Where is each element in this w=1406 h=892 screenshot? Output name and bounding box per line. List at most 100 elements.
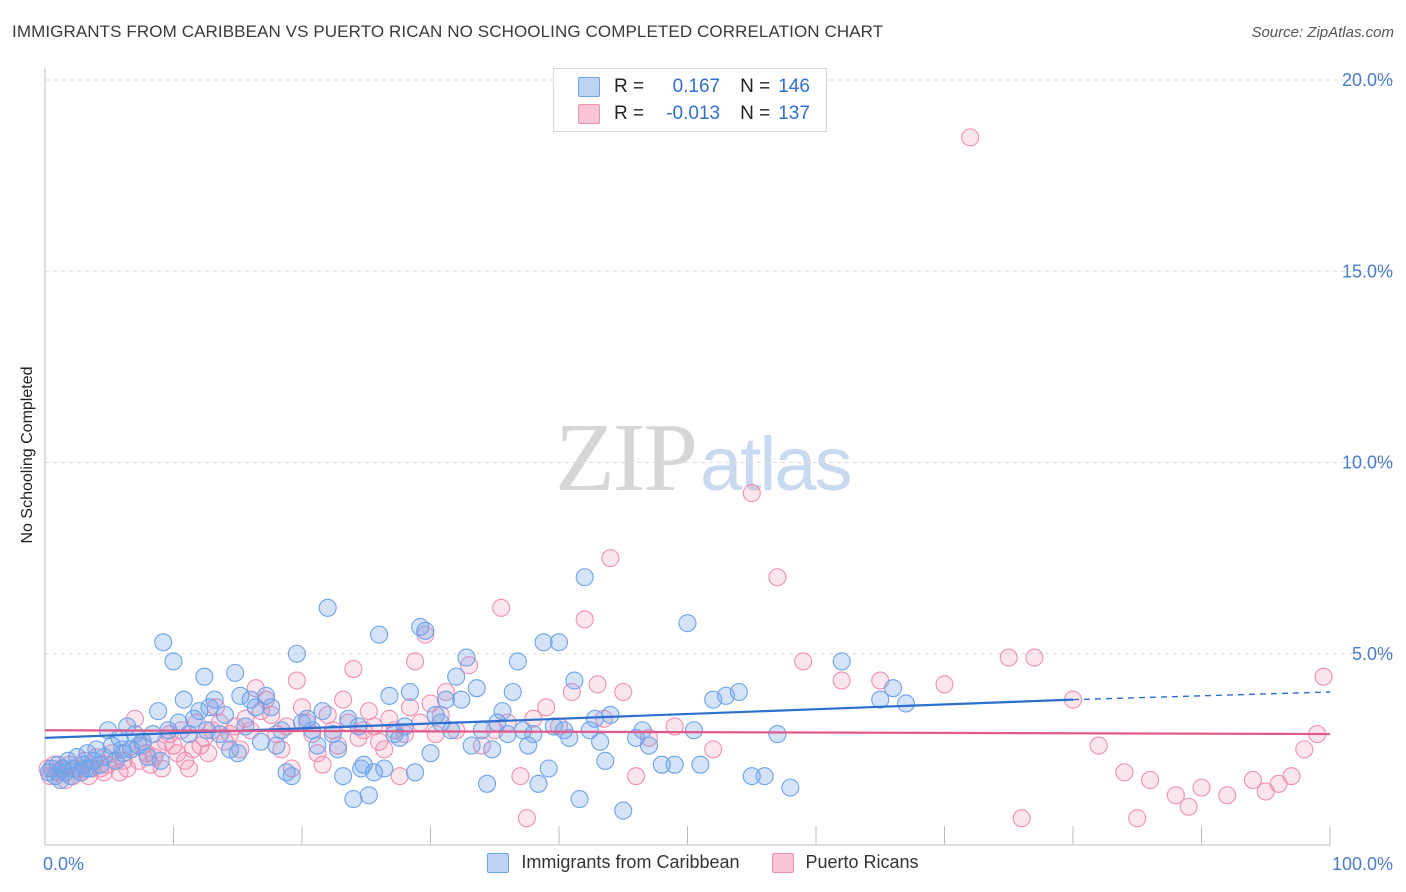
caribbean-point [236,717,255,736]
puerto-rican-point [375,740,394,759]
puerto-rican-point [411,713,430,732]
caribbean-point [596,751,615,770]
watermark-zip: ZIP [555,404,698,512]
puerto-rican-point [1115,763,1134,782]
caribbean-point [633,721,652,740]
caribbean-point [149,702,168,721]
puerto-rican-point [152,759,171,778]
legend-row-puerto-ricans: R = -0.013 N = 137 [578,102,810,126]
caribbean-point [406,763,425,782]
puerto-rican-point [1089,736,1108,755]
caribbean-point [113,740,132,759]
legend-item-caribbean: Immigrants from Caribbean [487,852,740,873]
legend-label-caribbean: Immigrants from Caribbean [521,852,740,872]
puerto-rican-point [1141,770,1160,790]
caribbean-point [380,686,399,705]
caribbean-point [665,755,684,774]
puerto-rican-point [179,759,198,778]
caribbean-point [328,740,348,759]
caribbean-point [519,736,538,755]
grid-lines [45,79,1395,655]
caribbean-point [549,633,569,652]
caribbean-point [256,686,276,705]
puerto-rican-point [421,694,440,713]
caribbean-point [483,740,502,759]
caribbean-point [575,568,594,587]
puerto-rican-point [262,705,281,725]
caribbean-point [534,633,553,652]
puerto-rican-point [125,709,144,728]
puerto-rican-point [1166,786,1185,805]
puerto-rican-point [359,702,378,721]
caribbean-point [154,633,173,652]
caribbean-point [691,755,710,774]
puerto-rican-point [588,675,607,694]
legend-n-label: N = [740,103,771,124]
puerto-rican-trend-line [44,729,1331,736]
puerto-rican-point [344,659,363,679]
puerto-rican-point [308,744,327,763]
caribbean-point [246,698,265,717]
caribbean-point [493,702,512,721]
caribbean-point [508,652,527,671]
caribbean-point [308,736,327,755]
puerto-rican-point [832,671,851,690]
caribbean-point [529,774,548,793]
caribbean-point [318,598,337,617]
caribbean-point [334,767,353,786]
puerto-rican-point [562,682,581,702]
caribbean-point [768,725,787,744]
caribbean-point [267,736,286,755]
puerto-rican-point [313,755,332,774]
caribbean-point [226,663,245,682]
legend-item-puerto-ricans: Puerto Ricans [771,852,919,873]
caribbean-point [78,744,97,763]
caribbean-point [179,725,198,744]
caribbean-point [262,698,281,717]
caribbean-point [472,721,491,740]
caribbean-point [195,667,214,686]
legend-n-value: 137 [778,103,810,124]
caribbean-point [77,759,96,778]
caribbean-point [359,786,378,805]
caribbean-point [421,744,440,763]
caribbean-point [313,702,332,721]
legend-swatch-pink [578,104,600,124]
puerto-rican-point [704,740,723,759]
caribbean-points [39,568,916,820]
caribbean-point [416,621,435,640]
tick-labels: 5.0% 10.0% 15.0% 20.0% 0.0% 100.0% [43,70,1393,874]
caribbean-point [251,732,270,751]
x-tick-label: 0.0% [43,854,84,874]
caribbean-point [457,648,476,667]
caribbean-point [436,690,455,709]
puerto-rican-point [1314,667,1333,686]
correlation-legend: R = 0.167 N = 146 R = -0.013 N = 137 [553,68,827,132]
puerto-rican-point [768,568,787,587]
caribbean-point [570,790,589,809]
legend-n-label: N = [740,76,771,97]
caribbean-point [477,774,497,793]
puerto-rican-point [1295,740,1314,759]
puerto-rican-point [168,744,187,763]
puerto-rican-point [537,698,556,717]
puerto-rican-point [517,809,536,828]
caribbean-point [498,725,517,744]
y-tick-label: 15.0% [1342,261,1393,281]
caribbean-point [755,767,774,786]
caribbean-point [652,755,671,774]
puerto-ricans-points [38,128,1333,828]
legend-label-puerto-ricans: Puerto Ricans [805,852,919,872]
puerto-rican-point [639,728,659,747]
caribbean-point [871,690,890,709]
series-legend: Immigrants from Caribbean Puerto Ricans [0,852,1406,873]
caribbean-point [896,694,916,713]
puerto-rican-point [328,736,348,755]
caribbean-point [164,652,183,671]
puerto-rican-point [1192,778,1211,797]
caribbean-point [215,705,234,725]
puerto-rican-point [246,679,265,698]
caribbean-point [832,652,851,671]
caribbean-point [539,759,558,778]
